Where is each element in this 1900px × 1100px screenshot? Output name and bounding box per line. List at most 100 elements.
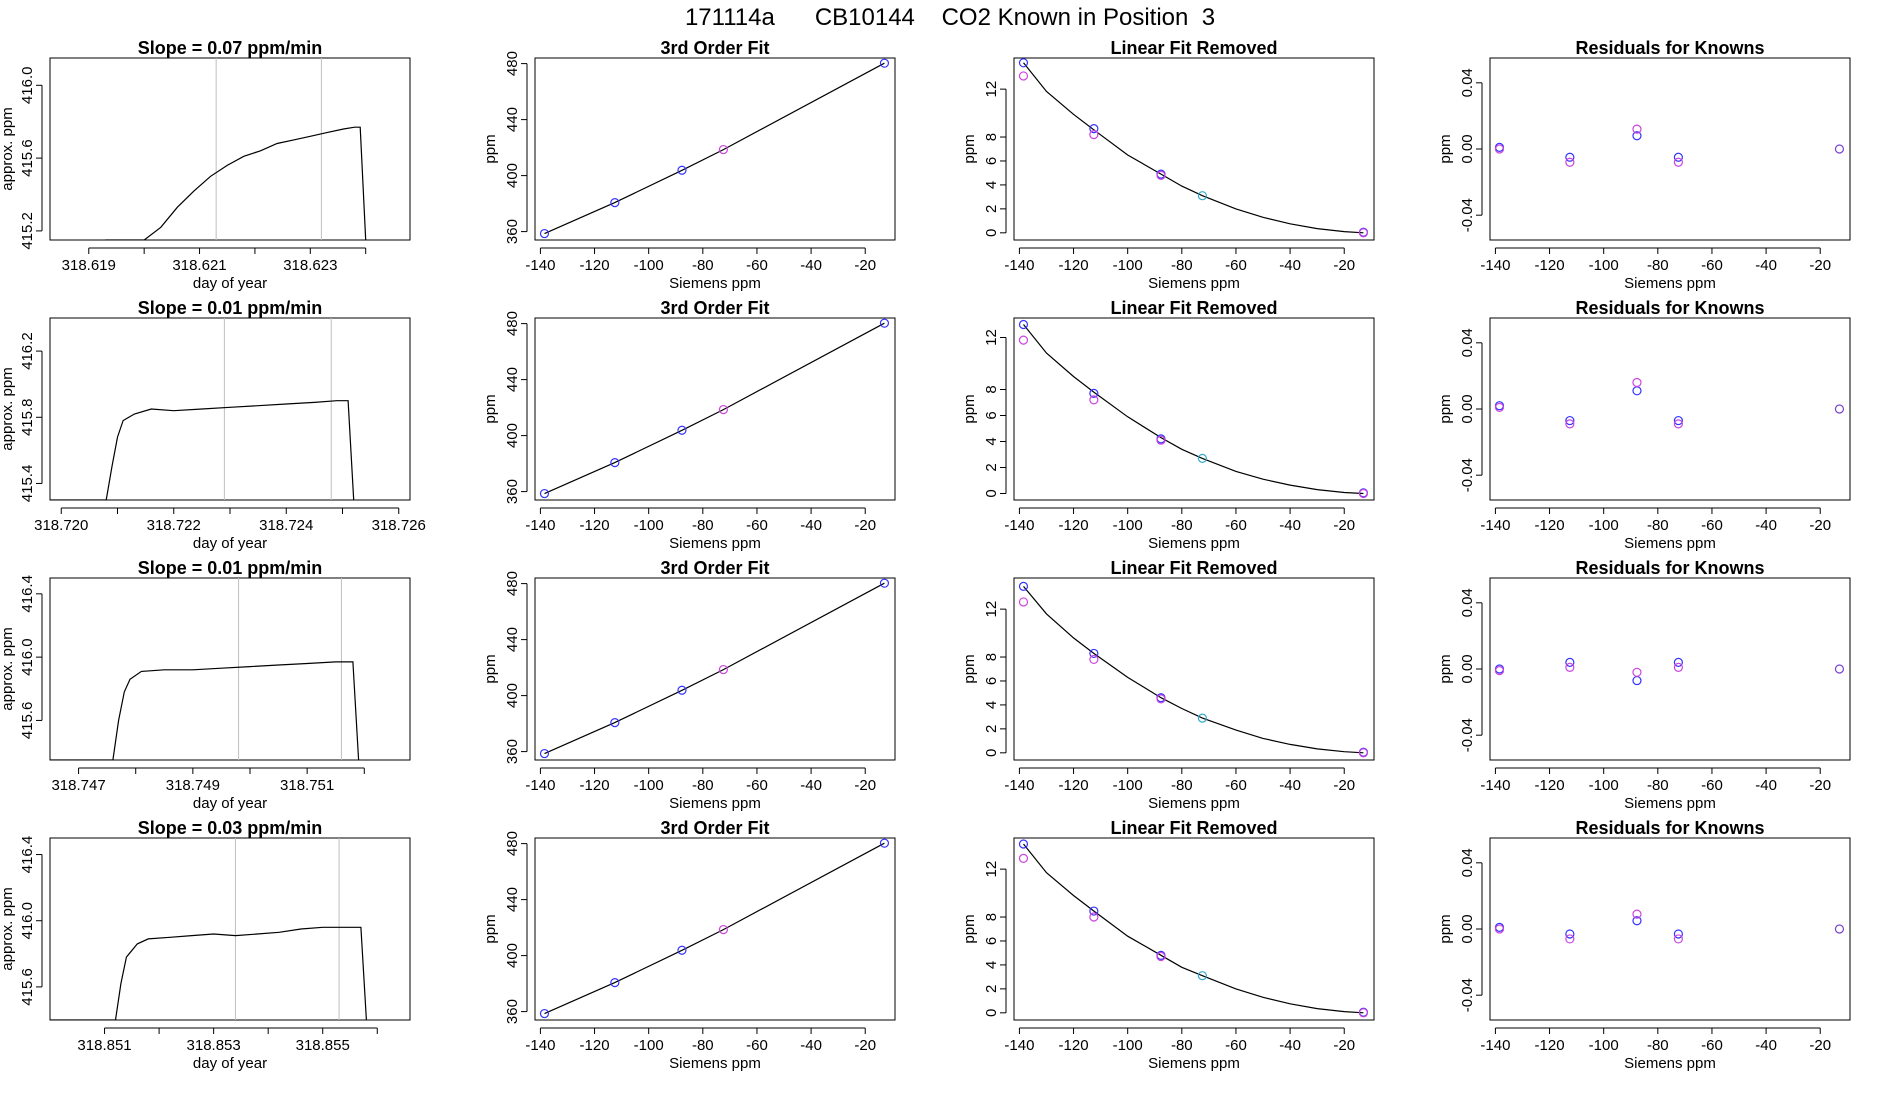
- y-tick-label: 12: [983, 601, 1000, 618]
- data-point: [1156, 694, 1166, 704]
- x-tick-label: -120: [1535, 517, 1565, 534]
- fit-curve: [1023, 62, 1364, 234]
- x-axis-label: Siemens ppm: [669, 535, 761, 552]
- data-point: [1565, 415, 1575, 426]
- plot-frame: [534, 837, 896, 1021]
- panel-title: 3rd Order Fit: [660, 818, 769, 838]
- data-point: [1018, 581, 1029, 591]
- y-tick-label: 4: [983, 181, 1000, 189]
- y-tick-label: 0.04: [1459, 68, 1476, 97]
- x-tick-label: -140: [1004, 777, 1034, 794]
- y-tick-label: 0: [983, 749, 1000, 757]
- data-point: [1358, 748, 1369, 758]
- plot-area: [1494, 657, 1845, 686]
- data-point: [1673, 415, 1683, 426]
- data-point: [1018, 839, 1029, 849]
- data-point: [677, 165, 687, 175]
- plot-area: [1018, 319, 1369, 499]
- panel-title: Residuals for Knowns: [1575, 558, 1764, 578]
- y-tick-label: 6: [983, 157, 1000, 165]
- data-point: [879, 578, 890, 588]
- y-tick-label: 6: [983, 937, 1000, 945]
- x-tick-label: -100: [1589, 1037, 1619, 1054]
- x-tick-label: 318.747: [51, 777, 105, 794]
- x-tick-label: -40: [800, 257, 822, 274]
- plot-area: [1018, 581, 1369, 758]
- y-tick-label: 360: [504, 479, 521, 504]
- y-tick-label: 480: [504, 831, 521, 856]
- data-point: [1632, 124, 1642, 134]
- x-tick-label: -40: [800, 517, 822, 534]
- data-point: [677, 685, 687, 695]
- x-tick-label: 318.621: [172, 257, 226, 274]
- x-tick-label: -60: [1225, 257, 1247, 274]
- panel-4-2: Residuals for Knowns -140 -120 -100 -80 -60 -4…: [1437, 298, 1851, 552]
- x-axis-label: Siemens ppm: [669, 1055, 761, 1072]
- y-tick-label: 480: [504, 311, 521, 336]
- plot-frame: [49, 837, 411, 1021]
- panel-3-4: Linear Fit Removed -140 -120 -100 -80 -60 -40 -…: [961, 818, 1375, 1072]
- x-axis-label: Siemens ppm: [669, 795, 761, 812]
- data-point: [1494, 666, 1505, 676]
- plot-area: [1494, 377, 1845, 429]
- panel-1-1: Slope = 0.07 ppm/min 318.619 318.621 318.62…: [0, 38, 411, 292]
- data-point: [1089, 130, 1099, 140]
- y-axis-label: approx. ppm: [0, 367, 16, 450]
- y-tick-label: 415.6: [19, 702, 36, 740]
- x-tick-label: -140: [525, 257, 555, 274]
- x-tick-label: -80: [692, 1037, 714, 1054]
- y-tick-label: 415.8: [19, 398, 36, 436]
- plot-area: [539, 58, 890, 239]
- panel-title: Slope = 0.03 ppm/min: [138, 818, 323, 838]
- data-point: [1156, 170, 1166, 180]
- plot-frame: [1013, 317, 1375, 501]
- x-tick-label: -20: [1333, 257, 1355, 274]
- data-point: [1565, 157, 1575, 167]
- y-tick-label: 440: [504, 627, 521, 652]
- x-axis-label: Siemens ppm: [1624, 275, 1716, 292]
- data-point: [610, 458, 620, 468]
- x-axis-label: day of year: [193, 795, 267, 812]
- x-tick-label: -40: [1755, 1037, 1777, 1054]
- data-point: [1565, 152, 1575, 162]
- x-axis-label: Siemens ppm: [669, 275, 761, 292]
- x-tick-label: -20: [854, 1037, 876, 1054]
- x-tick-label: -120: [580, 257, 610, 274]
- x-tick-label: -20: [854, 777, 876, 794]
- y-tick-label: 360: [504, 999, 521, 1024]
- x-tick-label: -20: [1333, 517, 1355, 534]
- x-axis-label: day of year: [193, 535, 267, 552]
- data-point: [677, 425, 687, 435]
- data-point: [1018, 597, 1029, 607]
- y-axis-label: ppm: [961, 394, 978, 423]
- y-tick-label: 6: [983, 677, 1000, 685]
- y-tick-label: 2: [983, 205, 1000, 213]
- y-axis-label: approx. ppm: [0, 887, 16, 970]
- y-tick-label: 0.00: [1459, 654, 1476, 683]
- x-tick-label: 318.855: [296, 1037, 350, 1054]
- x-tick-label: -120: [580, 517, 610, 534]
- x-tick-label: -80: [1171, 1037, 1193, 1054]
- data-point: [1197, 453, 1207, 463]
- data-point: [1673, 157, 1683, 167]
- panel-3-3: Linear Fit Removed -140 -120 -100 -80 -60 -40 -…: [961, 558, 1375, 812]
- panel-4-4: Residuals for Knowns -140 -120 -100 -80 -60 -4…: [1437, 818, 1851, 1072]
- data-point: [677, 945, 687, 955]
- y-tick-label: 0.00: [1459, 394, 1476, 423]
- panel-4-3: Residuals for Knowns -140 -120 -100 -80 -60 -4…: [1437, 558, 1851, 812]
- x-tick-label: -100: [634, 1037, 664, 1054]
- x-tick-label: -100: [1113, 517, 1143, 534]
- plot-area: [50, 578, 360, 760]
- y-axis-label: ppm: [482, 134, 499, 163]
- x-tick-label: -20: [1333, 777, 1355, 794]
- data-point: [539, 228, 550, 239]
- data-point: [1197, 971, 1207, 981]
- data-point: [610, 198, 620, 208]
- x-tick-label: -120: [1535, 257, 1565, 274]
- data-point: [1018, 335, 1029, 345]
- y-tick-label: 0: [983, 1009, 1000, 1017]
- data-point: [1018, 71, 1029, 81]
- y-tick-label: 0.00: [1459, 914, 1476, 943]
- data-point: [879, 838, 890, 848]
- plot-area: [1494, 124, 1845, 167]
